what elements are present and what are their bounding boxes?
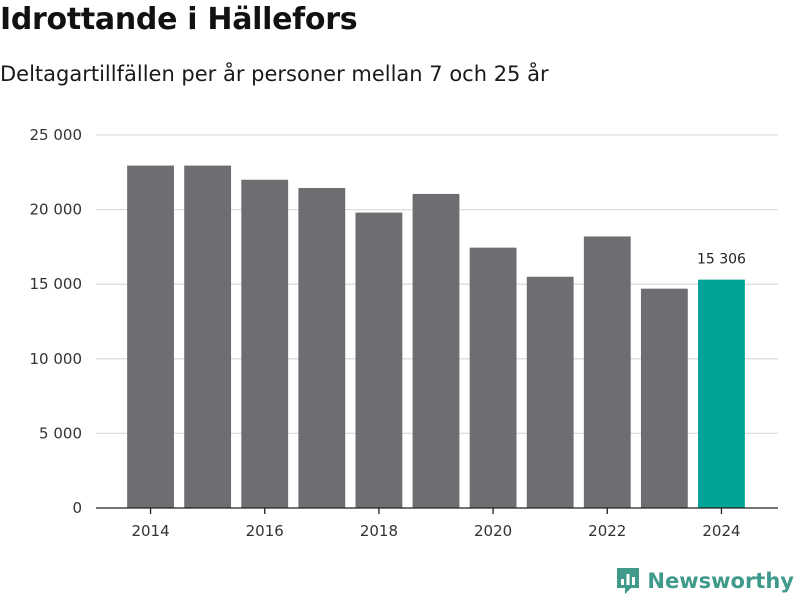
bar: [412, 193, 460, 508]
bar: [640, 288, 688, 508]
y-tick-label: 10 000: [30, 350, 83, 368]
bar: [241, 179, 289, 508]
y-tick-label: 15 000: [30, 275, 83, 293]
brand-name: Newsworthy: [647, 569, 794, 593]
x-tick-label: 2024: [702, 522, 740, 540]
x-tick-label: 2022: [588, 522, 626, 540]
newsworthy-icon: [617, 568, 640, 594]
bar: [127, 165, 174, 508]
x-tick-label: 2014: [131, 522, 169, 540]
bar: [355, 212, 403, 509]
data-label: 15 306: [697, 252, 746, 268]
bar: [298, 187, 346, 508]
bar: [184, 165, 232, 508]
newsworthy-logo: Newsworthy: [615, 566, 794, 596]
chart-subtitle: Deltagartillfällen per år personer mella…: [0, 62, 549, 86]
x-tick-label: 2020: [474, 522, 512, 540]
y-tick-label: 25 000: [30, 126, 83, 144]
bar: [583, 236, 631, 508]
x-tick-label: 2016: [246, 522, 284, 540]
bar: [469, 247, 517, 508]
y-tick-label: 5 000: [39, 424, 82, 442]
y-tick-label: 20 000: [30, 201, 83, 219]
chart-title: Idrottande i Hällefors: [0, 2, 358, 37]
bar: [526, 276, 574, 508]
x-tick-label: 2018: [360, 522, 398, 540]
y-tick-label: 0: [72, 499, 82, 517]
bar-highlight: [698, 279, 745, 508]
